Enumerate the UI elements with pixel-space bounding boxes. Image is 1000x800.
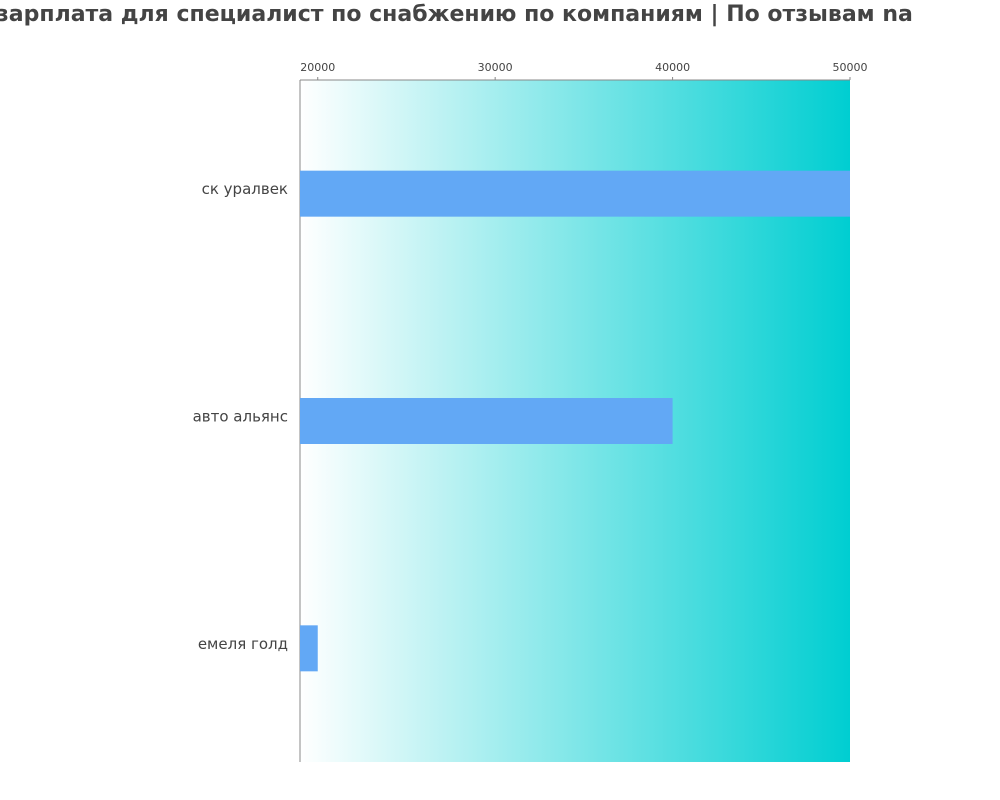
x-tick-label: 30000 <box>478 61 513 74</box>
x-tick-label: 20000 <box>300 61 335 74</box>
x-tick-label: 40000 <box>655 61 690 74</box>
bar <box>300 398 673 444</box>
y-tick-label: емеля голд <box>198 635 288 653</box>
y-tick-label: авто альянс <box>193 408 288 426</box>
y-tick-label: ск уралвек <box>202 180 288 198</box>
bar <box>300 625 318 672</box>
bar <box>300 170 850 217</box>
x-tick-label: 50000 <box>833 61 868 74</box>
chart-title: зарплата для специалист по снабжению по … <box>0 2 913 27</box>
